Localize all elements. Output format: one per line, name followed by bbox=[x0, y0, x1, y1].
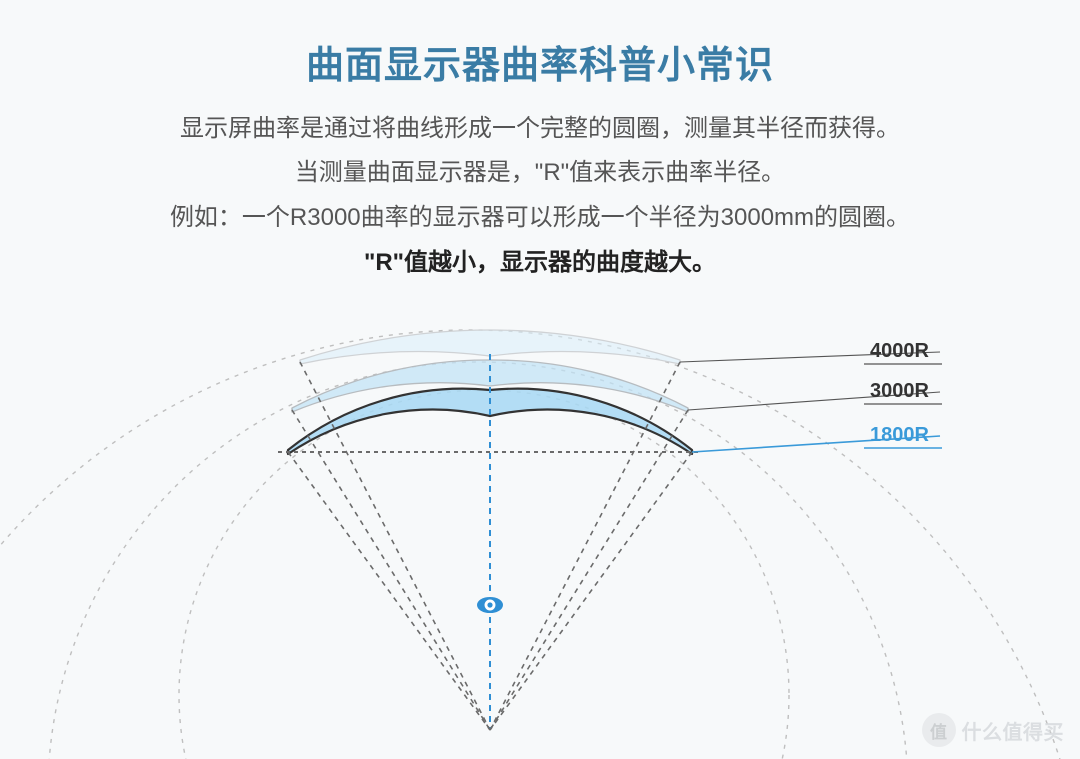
subtitle-line-1: 显示屏曲率是通过将曲线形成一个完整的圆圈，测量其半径而获得。 bbox=[0, 107, 1080, 151]
watermark-text: 什么值得买 bbox=[962, 716, 1065, 745]
watermark-badge-icon: 值 bbox=[922, 713, 956, 747]
curvature-diagram: 4000R 3000R 1800R bbox=[0, 300, 1080, 759]
main-title: 曲面显示器曲率科普小常识 bbox=[0, 0, 1080, 89]
infographic-container: 曲面显示器曲率科普小常识 显示屏曲率是通过将曲线形成一个完整的圆圈，测量其半径而… bbox=[0, 0, 1080, 759]
bold-note: "R"值越小，显示器的曲度越大。 bbox=[0, 242, 1080, 277]
watermark: 值 什么值得买 bbox=[922, 713, 1065, 747]
label-4000R: 4000R bbox=[870, 340, 929, 363]
subtitle-line-3: 例如：一个R3000曲率的显示器可以形成一个半径为3000mm的圆圈。 bbox=[0, 196, 1080, 240]
label-1800R: 1800R bbox=[870, 424, 929, 447]
subtitle-block: 显示屏曲率是通过将曲线形成一个完整的圆圈，测量其半径而获得。 当测量曲面显示器是… bbox=[0, 107, 1080, 240]
label-3000R: 3000R bbox=[870, 380, 929, 403]
diagram-svg bbox=[0, 300, 1080, 759]
subtitle-line-2: 当测量曲面显示器是，"R"值来表示曲率半径。 bbox=[0, 151, 1080, 195]
